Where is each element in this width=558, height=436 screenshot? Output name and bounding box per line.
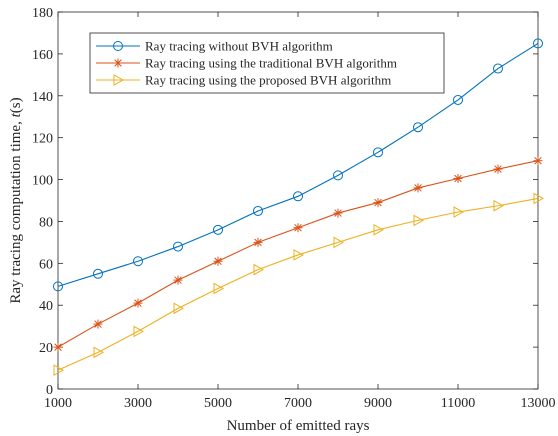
series-1 [53, 38, 543, 292]
x-tick-label: 9000 [364, 396, 392, 411]
asterisk-stroke [414, 184, 422, 192]
x-tick-label: 1000 [44, 396, 72, 411]
asterisk-marker [413, 183, 423, 193]
circle-marker [173, 241, 183, 252]
asterisk-marker [373, 198, 383, 208]
y-axis: 0 20 40 60 80 100 120 140 160 180 [32, 6, 538, 398]
circle-marker [133, 256, 143, 267]
triangle-marker [333, 236, 345, 249]
x-axis-label: Number of emitted rays [227, 418, 370, 434]
x-tick-label: 13000 [521, 396, 556, 411]
series-3 [53, 192, 545, 376]
asterisk-stroke [294, 223, 302, 232]
circle-marker [493, 63, 503, 74]
triangle-marker [533, 192, 545, 205]
circle-marker [253, 205, 263, 216]
asterisk-stroke [334, 209, 342, 217]
asterisk-stroke [494, 165, 502, 173]
circle-marker [413, 122, 423, 133]
asterisk-marker [213, 256, 223, 266]
triangle-marker [53, 364, 65, 376]
triangle-marker [493, 199, 505, 212]
y-tick-label: 180 [32, 6, 53, 21]
triangle-marker [413, 214, 425, 227]
circle-marker [293, 191, 303, 202]
asterisk-stroke [454, 174, 462, 183]
legend-item: Ray tracing without BVH algorithm [96, 39, 333, 54]
circle-marker [453, 94, 463, 105]
asterisk-stroke [114, 59, 122, 67]
asterisk-marker [253, 237, 263, 247]
y-axis-label-unit: (s) [8, 97, 24, 113]
asterisk-stroke [174, 276, 182, 284]
asterisk-marker [133, 298, 143, 308]
legend-item: Ray tracing using the proposed BVH algor… [96, 73, 391, 88]
y-tick-label: 20 [39, 341, 53, 356]
series-2 [53, 156, 543, 352]
x-tick-label: 5000 [204, 396, 232, 411]
series-line [57, 42, 539, 287]
triangle-marker [93, 346, 105, 359]
x-axis: 1000 3000 5000 7000 9000 11000 13000 [44, 12, 556, 411]
asterisk-marker [333, 208, 343, 218]
legend-label: Ray tracing using the traditional BVH al… [145, 56, 397, 71]
triangle-marker [173, 302, 185, 315]
asterisk-marker [293, 223, 303, 233]
series-layer [53, 38, 545, 376]
triangle-marker [453, 206, 465, 218]
asterisk-marker [173, 275, 183, 285]
triangle-marker [293, 249, 305, 261]
asterisk-stroke [374, 198, 382, 207]
asterisk-stroke [214, 257, 222, 265]
asterisk-marker [453, 174, 463, 184]
asterisk-stroke [134, 299, 142, 307]
y-tick-label: 160 [32, 48, 53, 63]
circle-marker [373, 147, 383, 158]
asterisk-marker [93, 319, 103, 329]
circle-marker [53, 281, 63, 292]
y-tick-label: 120 [32, 132, 53, 147]
circle-marker [533, 38, 543, 49]
circle-marker [113, 41, 123, 51]
series-line [57, 197, 539, 371]
asterisk-marker [533, 156, 543, 166]
y-tick-label: 40 [39, 299, 53, 314]
triangle-marker [133, 325, 145, 338]
y-tick-label: 0 [46, 383, 53, 398]
asterisk-marker [113, 58, 123, 68]
x-tick-label: 7000 [284, 396, 312, 411]
legend-label: Ray tracing using the proposed BVH algor… [145, 73, 391, 88]
x-tick-label: 11000 [441, 396, 475, 411]
circle-marker [93, 268, 103, 279]
triangle-marker [373, 223, 385, 236]
circle-marker [333, 170, 343, 181]
y-tick-label: 140 [32, 90, 53, 105]
y-axis-label-main: Ray tracing computation time, [8, 117, 24, 303]
y-tick-label: 80 [39, 215, 53, 230]
asterisk-marker [53, 342, 63, 352]
y-tick-label: 60 [39, 257, 53, 272]
y-axis-label: Ray tracing computation time, t(s) [8, 97, 24, 303]
legend-label: Ray tracing without BVH algorithm [145, 39, 333, 54]
y-axis-label-variable: t [8, 112, 24, 117]
asterisk-stroke [534, 156, 542, 165]
asterisk-marker [493, 164, 503, 174]
circle-marker [213, 224, 223, 235]
y-tick-label: 100 [32, 174, 53, 189]
asterisk-stroke [54, 343, 62, 351]
asterisk-stroke [94, 320, 102, 328]
triangle-marker [253, 263, 265, 276]
triangle-marker [113, 74, 125, 86]
legend-box [89, 32, 445, 94]
triangle-marker [213, 282, 225, 295]
legend-item: Ray tracing using the traditional BVH al… [96, 56, 397, 71]
legend: Ray tracing without BVH algorithm Ray tra… [89, 32, 445, 94]
asterisk-stroke [254, 238, 262, 247]
x-tick-label: 3000 [124, 396, 152, 411]
